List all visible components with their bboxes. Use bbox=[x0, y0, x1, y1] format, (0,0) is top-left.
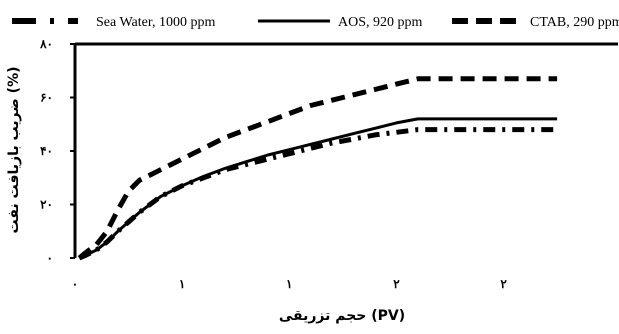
legend-label-2: AOS, 920 ppm bbox=[338, 15, 423, 30]
x-tick-label: ۲ bbox=[500, 277, 507, 291]
series-layer bbox=[77, 76, 558, 261]
y-tick-label: ۴۰ bbox=[40, 144, 53, 158]
x-tick-label: ۰ bbox=[72, 277, 78, 291]
legend-label-1: Sea Water, 1000 ppm bbox=[96, 15, 215, 30]
x-tick-label: ۱ bbox=[179, 277, 185, 291]
y-axis-title: ضریب بازیافت نفت (%) bbox=[6, 67, 22, 234]
y-tick-label: ۰ bbox=[47, 251, 53, 265]
x-tick-label: ۱ bbox=[286, 277, 292, 291]
series-line-3 bbox=[77, 76, 558, 260]
x-axis: ۰ ۱ ۱ ۲ ۲ bbox=[72, 277, 508, 291]
series-line-1 bbox=[78, 127, 558, 261]
y-tick-label: ۸۰ bbox=[39, 37, 53, 51]
y-axis: ۰ ۲۰ ۴۰ ۶۰ ۸۰ bbox=[39, 37, 75, 265]
y-tick-label: ۲۰ bbox=[40, 198, 53, 212]
x-tick-label: ۲ bbox=[393, 277, 400, 291]
plot-frame bbox=[73, 42, 618, 258]
x-axis-title: حجم تزریقی (PV) bbox=[279, 308, 405, 324]
series-line-2 bbox=[78, 117, 558, 260]
legend: Sea Water, 1000 ppm AOS, 920 ppm CTAB, 290… bbox=[12, 15, 619, 30]
legend-label-3: CTAB, 290 ppm bbox=[530, 15, 619, 30]
y-tick-label: ۶۰ bbox=[40, 91, 53, 105]
